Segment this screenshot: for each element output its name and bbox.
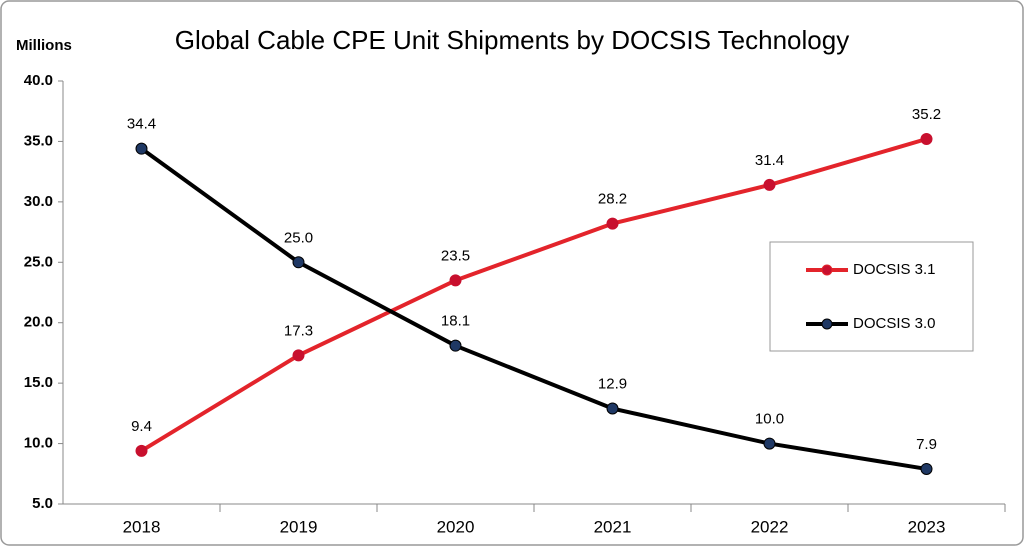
- data-point: [920, 462, 933, 475]
- y-tick-label: 10.0: [24, 435, 53, 452]
- x-tick-label: 2019: [280, 517, 318, 536]
- x-tick-label: 2021: [594, 517, 632, 536]
- data-label: 28.2: [598, 191, 627, 208]
- legend-label: DOCSIS 3.1: [853, 261, 936, 278]
- data-label: 34.4: [127, 116, 156, 133]
- x-tick-label: 2022: [751, 517, 789, 536]
- y-tick-label: 20.0: [24, 314, 53, 331]
- legend-label: DOCSIS 3.0: [853, 315, 936, 332]
- legend-marker: [821, 318, 833, 330]
- data-point: [449, 274, 462, 287]
- data-point: [292, 349, 305, 362]
- data-label: 9.4: [131, 418, 152, 435]
- y-tick-label: 5.0: [32, 495, 53, 512]
- series-line: [140, 147, 927, 471]
- legend-marker: [821, 264, 833, 276]
- data-point: [920, 133, 933, 146]
- data-point: [606, 217, 619, 230]
- x-tick-label: 2023: [908, 517, 946, 536]
- data-point: [449, 339, 462, 352]
- y-tick-label: 35.0: [24, 132, 53, 149]
- data-point: [135, 444, 148, 457]
- y-tick-label: 30.0: [24, 193, 53, 210]
- y-tick-label: 15.0: [24, 374, 53, 391]
- data-label: 12.9: [598, 375, 627, 392]
- x-tick-label: 2020: [437, 517, 475, 536]
- data-point: [606, 402, 619, 415]
- y-axis-label: Millions: [16, 37, 72, 54]
- data-label: 18.1: [441, 313, 470, 330]
- series-line: [140, 137, 928, 453]
- data-label: 31.4: [755, 152, 784, 169]
- data-label: 17.3: [284, 322, 313, 339]
- data-label: 7.9: [916, 436, 937, 453]
- legend-box: [769, 241, 974, 352]
- data-point: [763, 178, 776, 191]
- y-tick-label: 40.0: [24, 72, 53, 89]
- y-tick-label: 25.0: [24, 253, 53, 270]
- data-point: [763, 437, 776, 450]
- data-label: 23.5: [441, 247, 470, 264]
- data-point: [135, 142, 148, 155]
- data-label: 10.0: [755, 411, 784, 428]
- data-point: [292, 256, 305, 269]
- x-tick-label: 2018: [123, 517, 161, 536]
- chart-title: Global Cable CPE Unit Shipments by DOCSI…: [175, 25, 849, 55]
- data-label: 35.2: [912, 106, 941, 123]
- data-label: 25.0: [284, 229, 313, 246]
